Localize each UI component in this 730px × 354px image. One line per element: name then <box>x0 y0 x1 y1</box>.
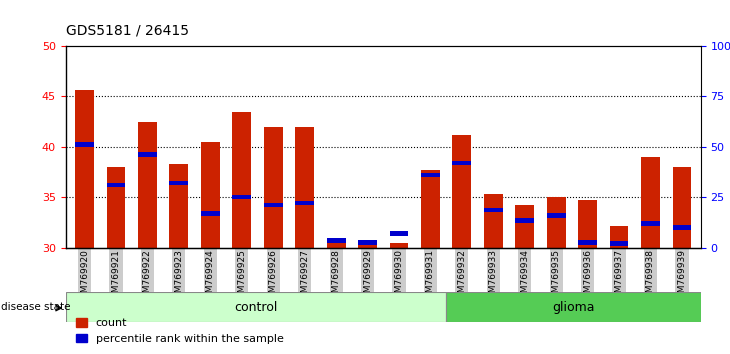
Bar <box>201 211 220 216</box>
Bar <box>201 142 220 248</box>
Bar <box>515 218 534 223</box>
Bar <box>232 112 251 248</box>
Bar <box>75 90 94 248</box>
Bar <box>295 127 314 248</box>
Bar <box>75 142 94 147</box>
Bar <box>610 241 629 246</box>
Bar <box>107 167 126 248</box>
Text: glioma: glioma <box>552 301 595 314</box>
Text: GDS5181 / 26415: GDS5181 / 26415 <box>66 23 188 37</box>
Bar <box>453 160 472 165</box>
Bar <box>672 167 691 248</box>
Bar <box>264 127 283 248</box>
Bar <box>326 238 345 243</box>
Bar <box>232 195 251 199</box>
Bar <box>641 221 660 225</box>
Bar <box>138 122 157 248</box>
Bar <box>515 205 534 248</box>
Bar <box>453 135 472 248</box>
Bar <box>326 241 345 248</box>
Bar <box>66 292 446 322</box>
Bar <box>446 292 701 322</box>
Bar <box>672 225 691 230</box>
Bar <box>138 153 157 157</box>
Bar <box>390 231 408 236</box>
Bar <box>264 203 283 207</box>
Bar <box>107 183 126 187</box>
Bar <box>641 157 660 248</box>
Bar <box>358 240 377 245</box>
Bar <box>484 208 503 212</box>
Bar <box>169 164 188 248</box>
Bar <box>421 170 440 248</box>
Bar <box>295 201 314 205</box>
Bar <box>169 181 188 185</box>
Bar <box>547 213 566 217</box>
Text: disease state: disease state <box>1 302 71 312</box>
Bar <box>578 200 597 248</box>
Bar <box>610 225 629 248</box>
Bar <box>547 198 566 248</box>
Bar <box>358 243 377 248</box>
Legend: count, percentile rank within the sample: count, percentile rank within the sample <box>72 314 288 348</box>
Text: control: control <box>234 301 277 314</box>
Bar <box>421 173 440 177</box>
Bar <box>578 240 597 245</box>
Bar <box>390 243 408 248</box>
Bar <box>484 194 503 248</box>
